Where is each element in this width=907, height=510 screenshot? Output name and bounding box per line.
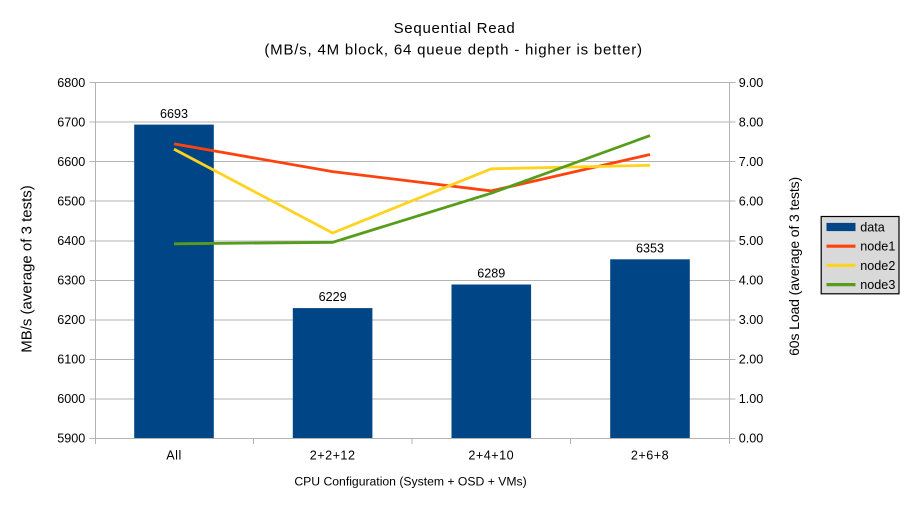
svg-text:6353: 6353 (636, 241, 664, 255)
svg-text:6300: 6300 (57, 274, 85, 288)
svg-text:7.00: 7.00 (739, 155, 764, 169)
svg-text:6693: 6693 (160, 107, 188, 121)
svg-text:6200: 6200 (57, 313, 85, 327)
svg-text:6600: 6600 (57, 155, 85, 169)
svg-text:node1: node1 (860, 240, 895, 254)
svg-text:CPU Configuration (System + OS: CPU Configuration (System + OSD + VMs) (294, 475, 526, 489)
svg-text:8.00: 8.00 (739, 116, 764, 130)
svg-text:6289: 6289 (477, 267, 505, 281)
svg-text:1.00: 1.00 (739, 392, 764, 406)
svg-text:6.00: 6.00 (739, 195, 764, 209)
svg-text:6229: 6229 (319, 290, 347, 304)
svg-text:MB/s (average of 3 tests): MB/s (average of 3 tests) (19, 185, 36, 353)
svg-text:2.00: 2.00 (739, 353, 764, 367)
svg-text:(MB/s, 4M block, 64 queue dept: (MB/s, 4M block, 64 queue depth - higher… (264, 41, 642, 58)
svg-text:data: data (860, 220, 885, 234)
svg-text:5.00: 5.00 (739, 234, 764, 248)
svg-text:node2: node2 (860, 259, 895, 273)
svg-text:2+6+8: 2+6+8 (631, 449, 669, 463)
svg-text:6400: 6400 (57, 234, 85, 248)
svg-text:6000: 6000 (57, 392, 85, 406)
svg-text:5900: 5900 (57, 432, 85, 446)
svg-text:node3: node3 (860, 278, 895, 292)
svg-text:2+2+12: 2+2+12 (310, 449, 356, 463)
svg-text:2+4+10: 2+4+10 (468, 449, 514, 463)
svg-text:6100: 6100 (57, 353, 85, 367)
svg-text:Sequential Read: Sequential Read (394, 20, 516, 37)
svg-text:All: All (166, 449, 182, 463)
svg-text:9.00: 9.00 (739, 76, 764, 90)
svg-text:60s Load (average of 3 tests): 60s Load (average of 3 tests) (786, 177, 802, 356)
svg-text:6800: 6800 (57, 76, 85, 90)
svg-text:4.00: 4.00 (739, 274, 764, 288)
svg-text:3.00: 3.00 (739, 313, 764, 327)
svg-text:0.00: 0.00 (739, 432, 764, 446)
svg-text:6700: 6700 (57, 116, 85, 130)
svg-text:6500: 6500 (57, 195, 85, 209)
